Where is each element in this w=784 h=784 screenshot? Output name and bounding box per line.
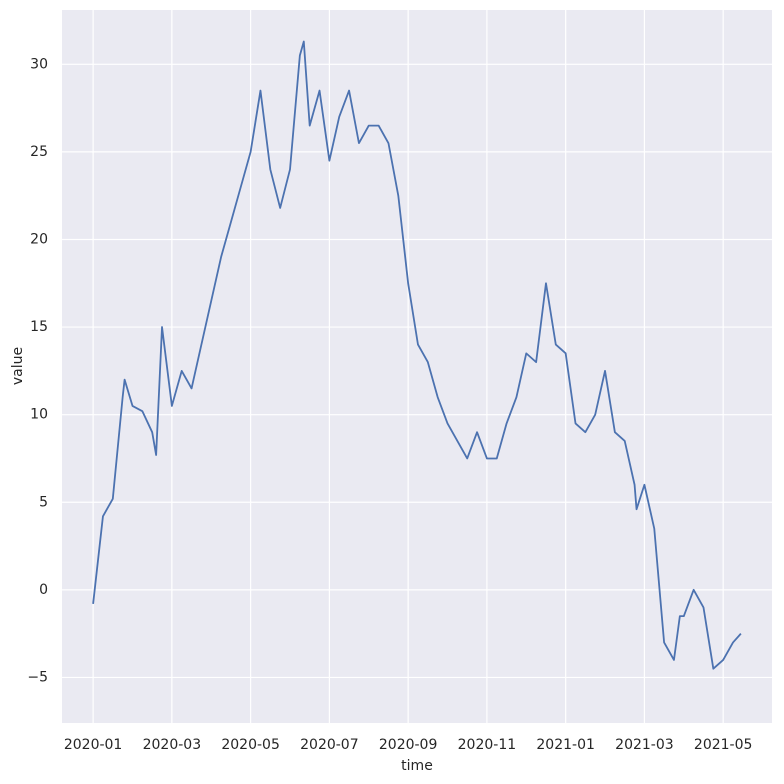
x-tick-label: 2020-01 [64,737,123,753]
y-tick-label: 15 [30,319,48,335]
y-tick-label: 25 [30,144,48,160]
y-tick-label: 10 [30,407,48,423]
y-tick-label: 30 [30,56,48,72]
x-tick-label: 2020-03 [143,737,202,753]
y-tick-label: −5 [27,669,48,685]
plot-area [62,10,772,723]
x-tick-label: 2021-05 [694,737,753,753]
x-tick-label: 2020-11 [458,737,517,753]
y-tick-label: 5 [39,494,48,510]
x-axis-label: time [401,758,433,774]
y-tick-label: 0 [39,582,48,598]
x-tick-label: 2020-09 [379,737,438,753]
x-tick-label: 2021-01 [536,737,595,753]
line [92,40,742,670]
x-tick-label: 2020-07 [300,737,359,753]
x-tick-label: 2021-03 [615,737,674,753]
y-axis-label: value [10,347,26,385]
x-tick-label: 2020-05 [221,737,280,753]
y-tick-label: 20 [30,231,48,247]
